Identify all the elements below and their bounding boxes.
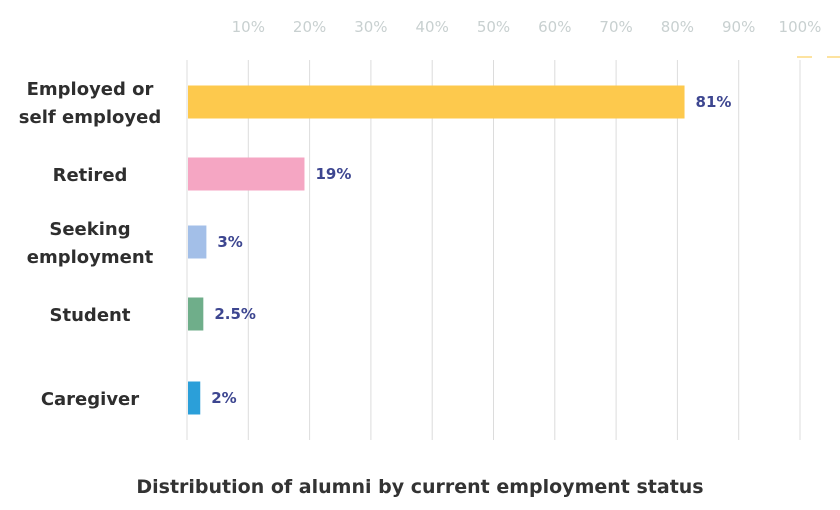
bar bbox=[188, 225, 207, 259]
gridlines bbox=[186, 56, 840, 440]
category-label: Employed or self employed bbox=[19, 79, 161, 128]
category-label-line: Retired bbox=[53, 165, 128, 186]
category-label-line: self employed bbox=[19, 107, 161, 128]
bar bbox=[188, 381, 201, 415]
x-tick-label: 90% bbox=[722, 18, 755, 36]
category-label-line: Employed or bbox=[27, 79, 154, 100]
value-label: 19% bbox=[315, 165, 351, 183]
x-tick-label: 70% bbox=[599, 18, 632, 36]
category-label-line: employment bbox=[27, 247, 154, 268]
x-tick-label: 10% bbox=[232, 18, 265, 36]
x-axis-tick-labels: 10% 20% 30% 40% 50% 60% 70% 80% 90% 100% bbox=[232, 18, 822, 36]
category-labels: Employed or self employed Retired Seeking em… bbox=[19, 79, 161, 410]
value-label: 81% bbox=[696, 93, 732, 111]
value-label: 2.5% bbox=[214, 305, 256, 323]
bar bbox=[188, 297, 204, 331]
chart-title: Distribution of alumni by current employ… bbox=[136, 476, 704, 498]
category-label: Student bbox=[50, 305, 131, 326]
x-tick-label: 80% bbox=[661, 18, 694, 36]
value-label: 2% bbox=[211, 389, 236, 407]
x-tick-label: 50% bbox=[477, 18, 510, 36]
category-label: Seeking employment bbox=[27, 219, 154, 268]
category-label: Retired bbox=[53, 165, 128, 186]
category-label-line: Student bbox=[50, 305, 131, 326]
category-label-line: Seeking bbox=[49, 219, 130, 240]
bar bbox=[188, 157, 305, 191]
x-tick-label: 30% bbox=[354, 18, 387, 36]
x-tick-label: 60% bbox=[538, 18, 571, 36]
x-tick-label: 40% bbox=[416, 18, 449, 36]
x-tick-label: 20% bbox=[293, 18, 326, 36]
value-label: 3% bbox=[217, 233, 242, 251]
bar bbox=[188, 85, 685, 119]
category-label: Caregiver bbox=[41, 389, 139, 410]
x-tick-label: 100% bbox=[779, 18, 822, 36]
value-labels: 81% 19% 3% 2.5% 2% bbox=[211, 93, 731, 407]
category-label-line: Caregiver bbox=[41, 389, 139, 410]
bars bbox=[188, 85, 685, 415]
